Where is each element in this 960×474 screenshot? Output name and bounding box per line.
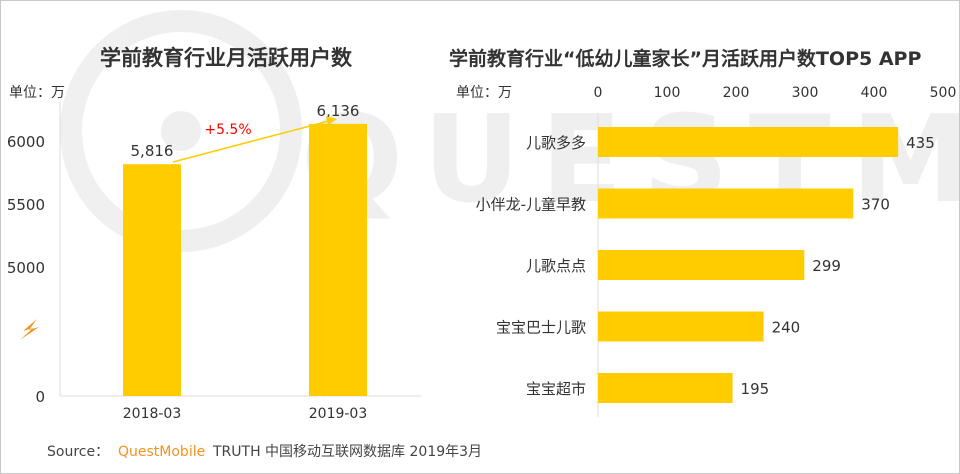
source-label: Source： xyxy=(47,444,109,460)
bar-宝宝超市 xyxy=(598,373,733,403)
left-chart-title: 学前教育行业月活跃用户数 xyxy=(100,46,353,70)
y-tick-label: 小伴龙-儿童早教 xyxy=(476,196,586,214)
source-brand: QuestMobile xyxy=(118,444,205,460)
bar-value-label: 5,816 xyxy=(131,142,174,160)
source-text: TRUTH 中国移动互联网数据库 2019年3月 xyxy=(212,444,482,460)
growth-arrow-line xyxy=(172,120,330,163)
left-unit-label: 单位：万 xyxy=(9,85,65,101)
bar-value-label: 240 xyxy=(772,319,801,337)
y-tick-label: 5000 xyxy=(7,259,45,277)
bar-value-label: 195 xyxy=(741,380,770,398)
y-tick-label: 5500 xyxy=(7,196,45,214)
y-tick-label: 0 xyxy=(35,388,45,406)
footer: Source： QuestMobile TRUTH 中国移动互联网数据库 201… xyxy=(47,444,482,460)
y-tick-label: 宝宝超市 xyxy=(526,380,586,398)
bar-value-label: 6,136 xyxy=(317,102,360,120)
y-tick-label: 宝宝巴士儿歌 xyxy=(496,319,586,337)
x-tick-label: 500 xyxy=(930,85,957,101)
bar-2019-03 xyxy=(309,123,367,396)
x-tick-label: 100 xyxy=(654,85,681,101)
bar-小伴龙-儿童早教 xyxy=(598,188,854,219)
x-tick-label: 2018-03 xyxy=(123,406,182,422)
bar-value-label: 299 xyxy=(812,257,841,275)
axis-break-icon xyxy=(20,319,39,340)
right-chart-title: 学前教育行业“低幼儿童家长”月活跃用户数TOP5 APP xyxy=(449,47,921,70)
y-tick-label: 儿歌点点 xyxy=(526,257,586,275)
x-tick-label: 0 xyxy=(594,85,603,101)
bar-2018-03 xyxy=(123,164,181,396)
bar-宝宝巴士儿歌 xyxy=(598,311,764,342)
bar-value-label: 370 xyxy=(861,196,890,214)
bar-儿歌点点 xyxy=(598,250,805,280)
x-tick-label: 2019-03 xyxy=(309,406,368,422)
bar-value-label: 435 xyxy=(906,134,935,152)
growth-annotation: +5.5% xyxy=(204,122,251,138)
x-tick-label: 300 xyxy=(792,85,819,101)
right-unit-label: 单位：万 xyxy=(456,85,512,101)
y-tick-label: 儿歌多多 xyxy=(526,134,586,152)
growth-arrow-head xyxy=(326,116,337,125)
bar-儿歌多多 xyxy=(598,127,899,157)
x-tick-label: 400 xyxy=(861,85,888,101)
y-tick-label: 6000 xyxy=(7,133,45,151)
x-tick-label: 200 xyxy=(723,85,750,101)
